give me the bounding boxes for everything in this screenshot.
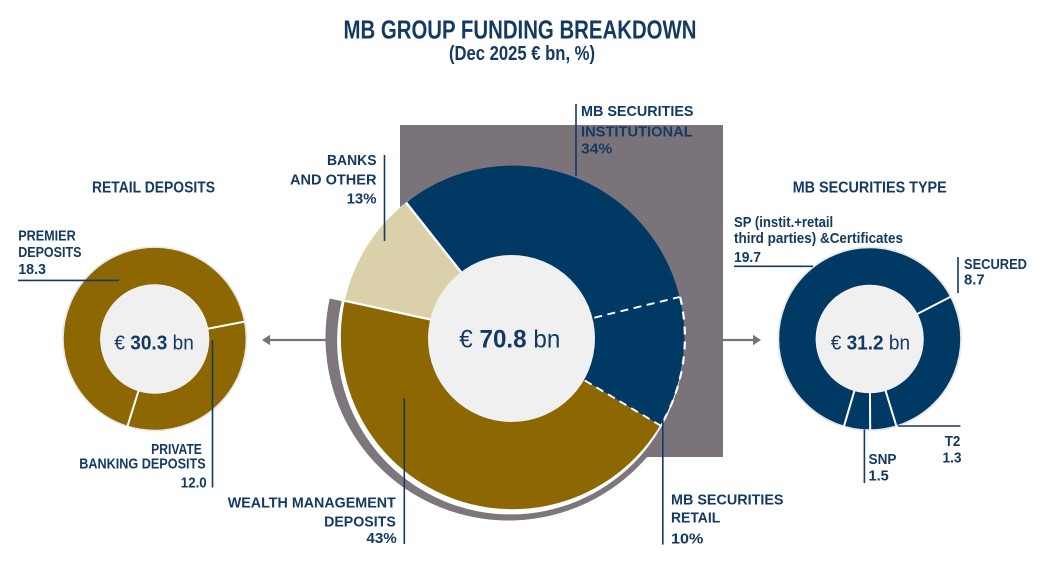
svg-text:€ 30.3 bn: € 30.3 bn	[114, 332, 193, 354]
svg-text:BANKS: BANKS	[327, 152, 377, 169]
svg-text:13%: 13%	[347, 191, 377, 208]
svg-text:10%: 10%	[671, 530, 703, 547]
svg-text:€ 31.2 bn: € 31.2 bn	[831, 332, 910, 354]
svg-text:(Dec 2025 € bn, %): (Dec 2025 € bn, %)	[449, 43, 595, 65]
svg-text:MB SECURITIES: MB SECURITIES	[581, 103, 694, 120]
svg-text:19.7: 19.7	[734, 249, 761, 266]
svg-text:T2: T2	[945, 433, 961, 450]
svg-text:SP (instit.+retail: SP (instit.+retail	[734, 214, 833, 231]
svg-text:INSTITUTIONAL: INSTITUTIONAL	[581, 123, 693, 140]
svg-text:WEALTH MANAGEMENT: WEALTH MANAGEMENT	[228, 495, 396, 512]
svg-text:€ 70.8 bn: € 70.8 bn	[459, 326, 560, 354]
svg-text:RETAIL: RETAIL	[671, 510, 720, 527]
svg-text:PREMIER: PREMIER	[18, 228, 76, 245]
svg-text:12.0: 12.0	[181, 475, 207, 492]
svg-text:third parties) &Certificates: third parties) &Certificates	[734, 230, 903, 247]
svg-text:MB GROUP FUNDING BREAKDOWN: MB GROUP FUNDING BREAKDOWN	[344, 14, 697, 44]
svg-text:34%: 34%	[581, 140, 612, 157]
svg-text:MB SECURITIES: MB SECURITIES	[671, 492, 784, 509]
svg-text:18.3: 18.3	[18, 261, 46, 278]
svg-text:1.5: 1.5	[869, 468, 889, 485]
svg-text:BANKING DEPOSITS: BANKING DEPOSITS	[79, 455, 206, 472]
svg-text:PRIVATE: PRIVATE	[151, 441, 202, 458]
svg-text:RETAIL DEPOSITS: RETAIL DEPOSITS	[92, 180, 215, 197]
svg-text:DEPOSITS: DEPOSITS	[324, 513, 396, 530]
svg-text:43%: 43%	[366, 530, 396, 547]
svg-text:AND OTHER: AND OTHER	[290, 172, 377, 189]
svg-text:DEPOSITS: DEPOSITS	[18, 244, 81, 261]
svg-text:MB SECURITIES TYPE: MB SECURITIES TYPE	[793, 179, 947, 196]
svg-text:SECURED: SECURED	[964, 256, 1027, 273]
svg-text:1.3: 1.3	[943, 450, 962, 467]
svg-text:8.7: 8.7	[964, 272, 985, 289]
svg-text:SNP: SNP	[869, 451, 897, 468]
